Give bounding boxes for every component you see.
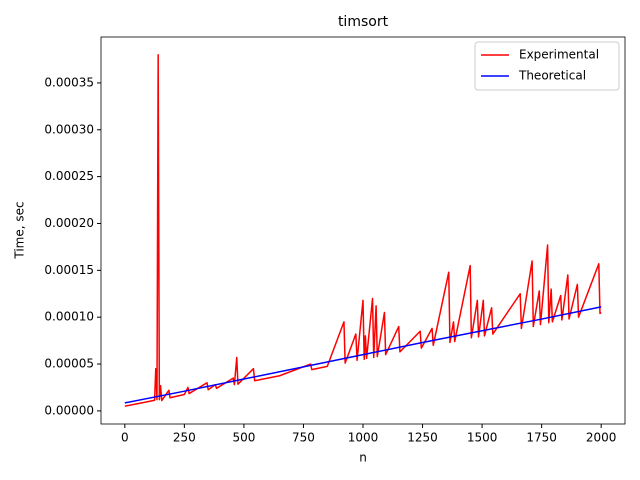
x-tick-label: 750: [292, 431, 315, 445]
legend-box: [474, 41, 620, 91]
y-tick-label: 0.00010: [44, 310, 94, 324]
y-tick-label: 0.00035: [44, 75, 94, 89]
x-tick-label: 250: [173, 431, 196, 445]
x-tick-label: 1250: [407, 431, 438, 445]
x-tick-label: 1750: [526, 431, 557, 445]
x-tick-label: 0: [121, 431, 129, 445]
y-tick-label: 0.00015: [44, 263, 94, 277]
series-line: [124, 306, 602, 404]
y-tick-label: 0.00025: [44, 169, 94, 183]
chart-title: timsort: [338, 14, 389, 30]
x-tick-label: 500: [232, 431, 255, 445]
x-tick-label: 1500: [467, 431, 498, 445]
axes-frame: [100, 36, 626, 425]
y-tick-label: 0.00005: [44, 357, 94, 371]
y-tick-label: 0.00020: [44, 216, 94, 230]
legend-label: Experimental: [519, 48, 599, 62]
legend-label: Theoretical: [518, 69, 586, 83]
series-line: [124, 54, 602, 407]
x-tick-label: 1000: [348, 431, 379, 445]
x-axis-label: n: [359, 451, 367, 465]
y-tick-label: 0.00030: [44, 122, 94, 136]
y-axis-label: Time, sec: [13, 201, 27, 259]
y-tick-label: 0.00000: [44, 403, 94, 417]
x-tick-label: 2000: [586, 431, 617, 445]
